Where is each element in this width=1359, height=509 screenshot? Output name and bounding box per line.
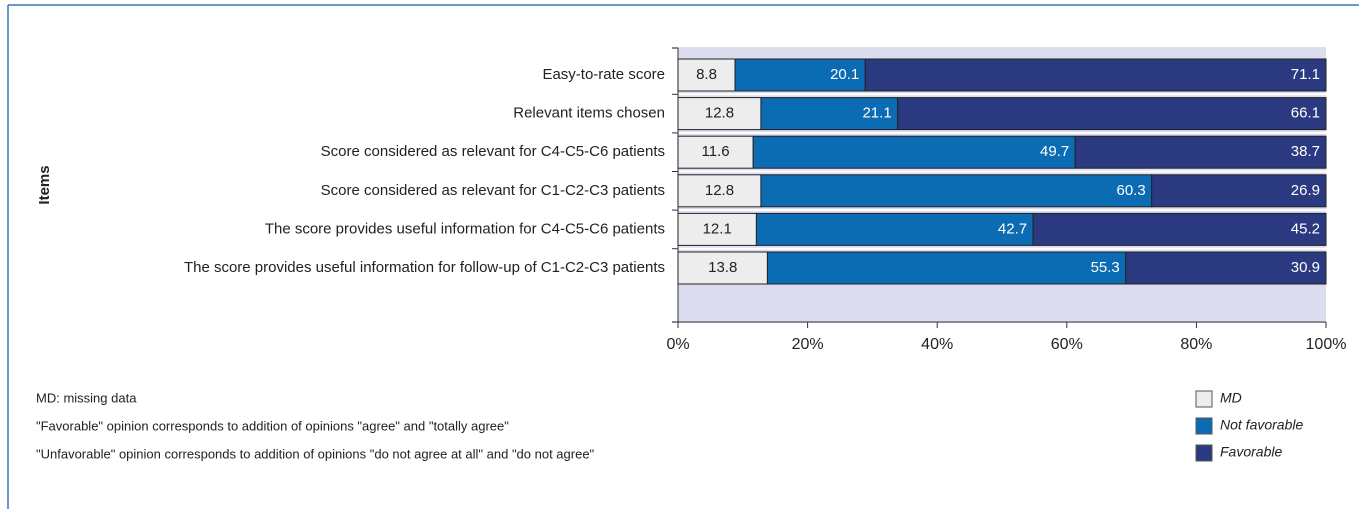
y-axis-label: Items bbox=[36, 165, 53, 204]
bar-segment bbox=[864, 58, 1327, 92]
bar-segment bbox=[755, 212, 1034, 246]
x-tick-label: 80% bbox=[1180, 336, 1212, 353]
bar-segment bbox=[897, 97, 1327, 131]
bar-segment bbox=[677, 251, 768, 285]
value-label: 42.7 bbox=[998, 220, 1027, 237]
value-label: 21.1 bbox=[862, 105, 891, 122]
x-tick-label: 60% bbox=[1051, 336, 1083, 353]
bar-segment bbox=[1074, 135, 1327, 169]
legend-label: Favorable bbox=[1220, 444, 1282, 460]
legend-label: MD bbox=[1220, 390, 1242, 406]
category-label: Easy-to-rate score bbox=[542, 66, 665, 83]
value-label: 55.3 bbox=[1091, 259, 1120, 276]
note: "Unfavorable" opinion corresponds to add… bbox=[36, 446, 595, 461]
value-label: 13.8 bbox=[708, 259, 737, 276]
bar-segment bbox=[766, 251, 1127, 285]
value-label: 26.9 bbox=[1291, 182, 1320, 199]
value-label: 8.8 bbox=[696, 66, 717, 83]
bar-segment bbox=[760, 174, 1153, 208]
value-label: 30.9 bbox=[1291, 259, 1320, 276]
bar-segment bbox=[1032, 212, 1327, 246]
legend-swatch bbox=[1195, 390, 1213, 408]
category-label: The score provides useful information fo… bbox=[265, 220, 665, 237]
value-label: 11.6 bbox=[702, 143, 730, 160]
note: MD: missing data bbox=[36, 390, 137, 405]
bar-segment bbox=[752, 135, 1076, 169]
bar-segment bbox=[1151, 174, 1327, 208]
bar-segment bbox=[677, 212, 757, 246]
value-label: 60.3 bbox=[1116, 182, 1145, 199]
legend-label: Not favorable bbox=[1220, 417, 1303, 433]
value-label: 12.1 bbox=[703, 220, 732, 237]
bar-segment bbox=[1125, 251, 1327, 285]
x-tick-label: 0% bbox=[666, 336, 689, 353]
category-label: The score provides useful information fo… bbox=[184, 259, 665, 276]
value-label: 20.1 bbox=[830, 66, 859, 83]
value-label: 45.2 bbox=[1291, 220, 1320, 237]
value-label: 12.8 bbox=[705, 182, 734, 199]
category-label: Score considered as relevant for C4-C5-C… bbox=[321, 143, 665, 160]
category-label: Score considered as relevant for C1-C2-C… bbox=[321, 182, 665, 199]
value-label: 66.1 bbox=[1291, 105, 1320, 122]
value-label: 71.1 bbox=[1291, 66, 1320, 83]
value-label: 12.8 bbox=[705, 105, 734, 122]
x-tick-label: 40% bbox=[921, 336, 953, 353]
value-label: 49.7 bbox=[1040, 143, 1069, 160]
category-label: Relevant items chosen bbox=[513, 105, 665, 122]
note: "Favorable" opinion corresponds to addit… bbox=[36, 418, 509, 433]
bar-segment bbox=[760, 97, 899, 131]
bar-segment bbox=[677, 97, 762, 131]
legend-swatch bbox=[1195, 417, 1213, 435]
legend-swatch bbox=[1195, 444, 1213, 462]
x-tick-label: 100% bbox=[1306, 336, 1347, 353]
bar-segment bbox=[677, 135, 754, 169]
x-tick-label: 20% bbox=[792, 336, 824, 353]
value-label: 38.7 bbox=[1291, 143, 1320, 160]
